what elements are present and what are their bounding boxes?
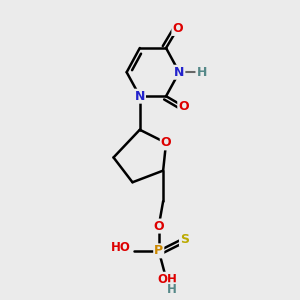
Text: S: S	[180, 233, 189, 246]
Text: O: O	[161, 136, 171, 149]
Text: O: O	[153, 220, 164, 232]
Text: N: N	[135, 90, 145, 103]
Text: HO: HO	[111, 242, 131, 254]
Text: OH: OH	[158, 273, 177, 286]
Text: O: O	[178, 100, 189, 113]
Text: O: O	[172, 22, 183, 35]
Text: N: N	[174, 66, 184, 79]
Text: H: H	[167, 283, 177, 296]
Text: H: H	[196, 66, 207, 79]
Text: P: P	[154, 244, 163, 257]
